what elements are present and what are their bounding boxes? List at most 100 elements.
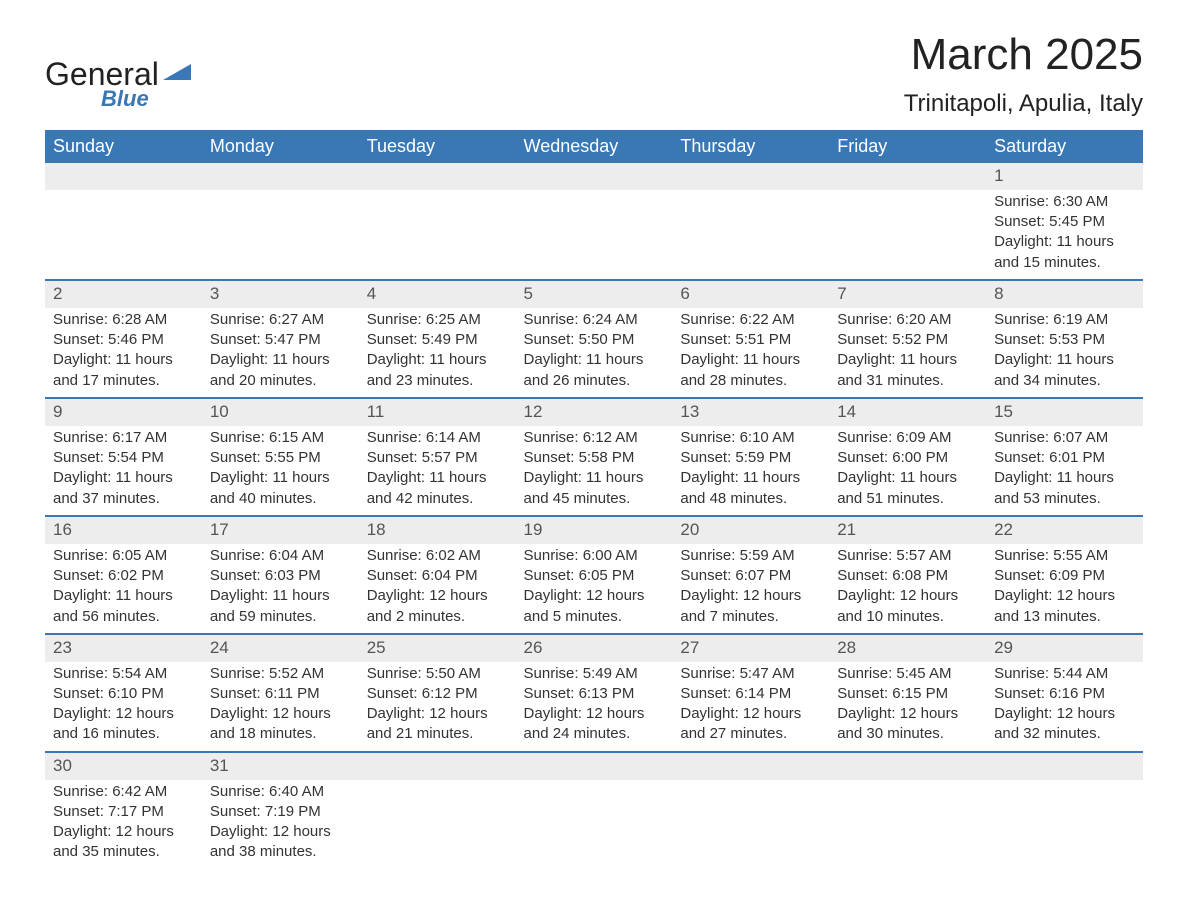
daylight-text-1: Daylight: 11 hours xyxy=(680,350,821,370)
daylight-text-2: and 38 minutes. xyxy=(210,842,351,862)
sunrise-text: Sunrise: 5:47 AM xyxy=(680,664,821,684)
sunset-text: Sunset: 5:46 PM xyxy=(53,330,194,350)
detail-row: Sunrise: 6:42 AMSunset: 7:17 PMDaylight:… xyxy=(45,780,1143,869)
day-number-cell xyxy=(829,752,986,780)
daylight-text-2: and 23 minutes. xyxy=(367,371,508,391)
daylight-text-1: Daylight: 12 hours xyxy=(53,704,194,724)
daynum-row: 23242526272829 xyxy=(45,634,1143,662)
daylight-text-1: Daylight: 12 hours xyxy=(680,586,821,606)
day-detail-cell: Sunrise: 6:40 AMSunset: 7:19 PMDaylight:… xyxy=(202,780,359,869)
day-number-cell xyxy=(516,752,673,780)
sunrise-text: Sunrise: 6:20 AM xyxy=(837,310,978,330)
day-detail-cell: Sunrise: 5:59 AMSunset: 6:07 PMDaylight:… xyxy=(672,544,829,634)
sunset-text: Sunset: 5:53 PM xyxy=(994,330,1135,350)
detail-row: Sunrise: 6:17 AMSunset: 5:54 PMDaylight:… xyxy=(45,426,1143,516)
sunrise-text: Sunrise: 5:59 AM xyxy=(680,546,821,566)
day-number-cell: 31 xyxy=(202,752,359,780)
sunset-text: Sunset: 7:19 PM xyxy=(210,802,351,822)
day-number-cell: 9 xyxy=(45,398,202,426)
daylight-text-1: Daylight: 11 hours xyxy=(53,468,194,488)
day-number-cell: 30 xyxy=(45,752,202,780)
day-detail-cell: Sunrise: 6:07 AMSunset: 6:01 PMDaylight:… xyxy=(986,426,1143,516)
daylight-text-2: and 48 minutes. xyxy=(680,489,821,509)
sunset-text: Sunset: 5:55 PM xyxy=(210,448,351,468)
sunrise-text: Sunrise: 6:42 AM xyxy=(53,782,194,802)
daylight-text-2: and 59 minutes. xyxy=(210,607,351,627)
weekday-header: Wednesday xyxy=(516,130,673,163)
day-detail-cell: Sunrise: 5:45 AMSunset: 6:15 PMDaylight:… xyxy=(829,662,986,752)
day-detail-cell xyxy=(45,190,202,280)
sunset-text: Sunset: 6:01 PM xyxy=(994,448,1135,468)
day-detail-cell: Sunrise: 6:42 AMSunset: 7:17 PMDaylight:… xyxy=(45,780,202,869)
day-detail-cell: Sunrise: 6:10 AMSunset: 5:59 PMDaylight:… xyxy=(672,426,829,516)
day-number-cell xyxy=(45,163,202,190)
sunset-text: Sunset: 6:02 PM xyxy=(53,566,194,586)
header: General Blue March 2025 Trinitapoli, Apu… xyxy=(45,30,1143,118)
weekday-header: Thursday xyxy=(672,130,829,163)
day-number-cell xyxy=(359,752,516,780)
day-number-cell: 15 xyxy=(986,398,1143,426)
sunset-text: Sunset: 5:51 PM xyxy=(680,330,821,350)
daylight-text-1: Daylight: 11 hours xyxy=(367,350,508,370)
sunset-text: Sunset: 6:00 PM xyxy=(837,448,978,468)
day-detail-cell: Sunrise: 6:00 AMSunset: 6:05 PMDaylight:… xyxy=(516,544,673,634)
sunrise-text: Sunrise: 6:10 AM xyxy=(680,428,821,448)
day-number-cell: 7 xyxy=(829,280,986,308)
day-detail-cell xyxy=(672,190,829,280)
daylight-text-2: and 42 minutes. xyxy=(367,489,508,509)
sunrise-text: Sunrise: 6:17 AM xyxy=(53,428,194,448)
daylight-text-2: and 31 minutes. xyxy=(837,371,978,391)
sunrise-text: Sunrise: 5:45 AM xyxy=(837,664,978,684)
sunrise-text: Sunrise: 6:02 AM xyxy=(367,546,508,566)
day-number-cell: 21 xyxy=(829,516,986,544)
sunrise-text: Sunrise: 6:14 AM xyxy=(367,428,508,448)
day-detail-cell xyxy=(516,780,673,869)
weekday-header: Monday xyxy=(202,130,359,163)
daylight-text-2: and 26 minutes. xyxy=(524,371,665,391)
sunrise-text: Sunrise: 6:15 AM xyxy=(210,428,351,448)
day-detail-cell: Sunrise: 6:09 AMSunset: 6:00 PMDaylight:… xyxy=(829,426,986,516)
day-detail-cell: Sunrise: 6:25 AMSunset: 5:49 PMDaylight:… xyxy=(359,308,516,398)
day-number-cell xyxy=(202,163,359,190)
sunset-text: Sunset: 6:11 PM xyxy=(210,684,351,704)
daylight-text-1: Daylight: 11 hours xyxy=(210,350,351,370)
daylight-text-2: and 16 minutes. xyxy=(53,724,194,744)
daylight-text-1: Daylight: 12 hours xyxy=(680,704,821,724)
sunset-text: Sunset: 5:59 PM xyxy=(680,448,821,468)
sunrise-text: Sunrise: 5:57 AM xyxy=(837,546,978,566)
daylight-text-1: Daylight: 12 hours xyxy=(367,586,508,606)
day-number-cell: 17 xyxy=(202,516,359,544)
day-detail-cell: Sunrise: 5:50 AMSunset: 6:12 PMDaylight:… xyxy=(359,662,516,752)
sunrise-text: Sunrise: 5:49 AM xyxy=(524,664,665,684)
daylight-text-1: Daylight: 12 hours xyxy=(994,704,1135,724)
sunset-text: Sunset: 6:14 PM xyxy=(680,684,821,704)
sunset-text: Sunset: 7:17 PM xyxy=(53,802,194,822)
day-detail-cell: Sunrise: 5:55 AMSunset: 6:09 PMDaylight:… xyxy=(986,544,1143,634)
detail-row: Sunrise: 6:28 AMSunset: 5:46 PMDaylight:… xyxy=(45,308,1143,398)
sunset-text: Sunset: 6:16 PM xyxy=(994,684,1135,704)
sunset-text: Sunset: 6:13 PM xyxy=(524,684,665,704)
daylight-text-2: and 45 minutes. xyxy=(524,489,665,509)
daylight-text-1: Daylight: 11 hours xyxy=(994,350,1135,370)
weekday-header: Tuesday xyxy=(359,130,516,163)
day-number-cell: 26 xyxy=(516,634,673,662)
weekday-header: Friday xyxy=(829,130,986,163)
daylight-text-2: and 40 minutes. xyxy=(210,489,351,509)
sunset-text: Sunset: 6:04 PM xyxy=(367,566,508,586)
daynum-row: 16171819202122 xyxy=(45,516,1143,544)
day-number-cell: 27 xyxy=(672,634,829,662)
daylight-text-2: and 32 minutes. xyxy=(994,724,1135,744)
daynum-row: 9101112131415 xyxy=(45,398,1143,426)
day-number-cell: 16 xyxy=(45,516,202,544)
sunrise-text: Sunrise: 6:28 AM xyxy=(53,310,194,330)
sunrise-text: Sunrise: 6:27 AM xyxy=(210,310,351,330)
daylight-text-2: and 30 minutes. xyxy=(837,724,978,744)
day-detail-cell: Sunrise: 6:15 AMSunset: 5:55 PMDaylight:… xyxy=(202,426,359,516)
day-detail-cell: Sunrise: 5:57 AMSunset: 6:08 PMDaylight:… xyxy=(829,544,986,634)
sunrise-text: Sunrise: 6:19 AM xyxy=(994,310,1135,330)
sunrise-text: Sunrise: 5:44 AM xyxy=(994,664,1135,684)
day-detail-cell: Sunrise: 6:19 AMSunset: 5:53 PMDaylight:… xyxy=(986,308,1143,398)
day-detail-cell: Sunrise: 6:02 AMSunset: 6:04 PMDaylight:… xyxy=(359,544,516,634)
daylight-text-1: Daylight: 11 hours xyxy=(53,350,194,370)
sunset-text: Sunset: 6:09 PM xyxy=(994,566,1135,586)
